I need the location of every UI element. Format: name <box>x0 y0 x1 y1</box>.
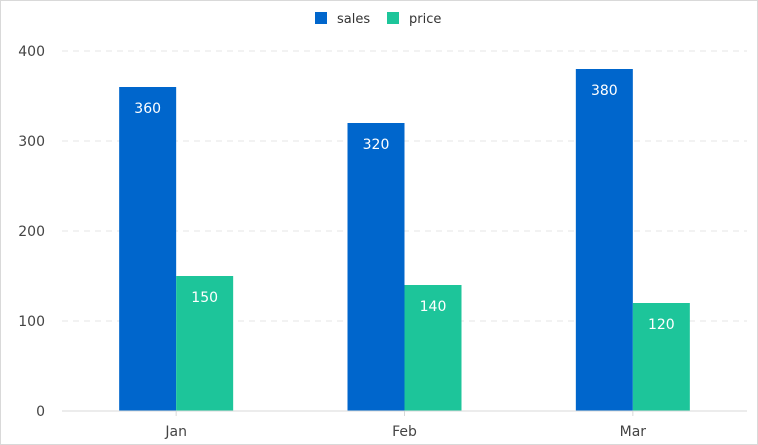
data-label-price-mar: 120 <box>648 317 675 333</box>
bar-price-feb[interactable] <box>404 285 462 411</box>
data-label-price-feb: 140 <box>420 299 447 315</box>
y-tick-label: 200 <box>18 224 45 240</box>
y-axis: 0 100 200 300 400 <box>18 44 45 420</box>
bar-sales-jan[interactable] <box>119 87 177 411</box>
bar-sales-mar[interactable] <box>575 69 633 411</box>
y-tick-label: 400 <box>18 44 45 60</box>
bars: 360 150 320 140 380 120 <box>119 69 690 411</box>
data-label-sales-jan: 360 <box>134 101 161 117</box>
legend-label-price[interactable]: price <box>409 12 441 27</box>
bar-price-mar[interactable] <box>632 303 690 411</box>
legend: sales price <box>315 12 441 27</box>
data-label-price-jan: 150 <box>191 290 218 306</box>
y-tick-label: 0 <box>36 404 45 420</box>
y-tick-label: 300 <box>18 134 45 150</box>
data-label-sales-feb: 320 <box>363 137 390 153</box>
x-axis: Jan Feb Mar <box>62 410 747 440</box>
x-tick-label-feb: Feb <box>392 424 417 440</box>
legend-swatch-sales[interactable] <box>315 12 327 24</box>
y-tick-label: 100 <box>18 314 45 330</box>
legend-label-sales[interactable]: sales <box>337 12 370 27</box>
x-tick-label-mar: Mar <box>620 424 647 440</box>
bar-sales-feb[interactable] <box>347 123 405 411</box>
x-tick-label-jan: Jan <box>164 424 187 440</box>
bar-price-jan[interactable] <box>176 276 234 411</box>
legend-swatch-price[interactable] <box>387 12 399 24</box>
data-label-sales-mar: 380 <box>591 83 618 99</box>
